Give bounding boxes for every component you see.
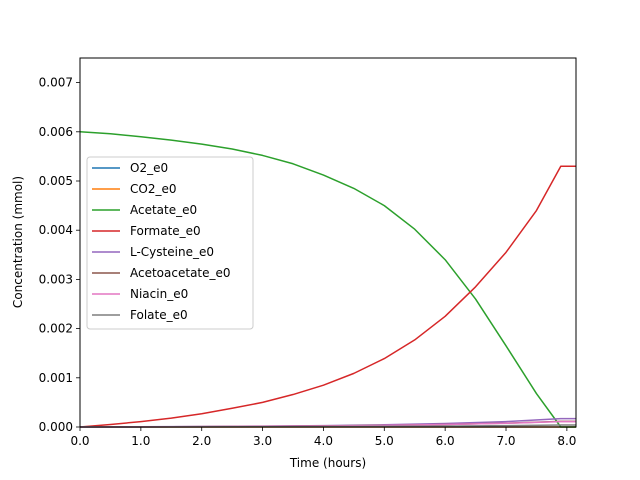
x-axis-label: Time (hours) [289,456,366,470]
y-tick-label: 0.006 [39,125,73,139]
x-tick-label: 1.0 [131,434,150,448]
y-tick-label: 0.002 [39,322,73,336]
y-axis-label: Concentration (mmol) [11,176,25,308]
legend-label: O2_e0 [130,161,168,175]
legend-label: Acetoacetate_e0 [130,266,231,280]
y-tick-label: 0.005 [39,174,73,188]
legend-box [86,156,254,330]
y-tick-label: 0.000 [39,420,73,434]
x-axis: 0.0 1.0 2.0 3.0 4.0 5.0 6.0 7.0 8.0 [70,427,576,448]
x-tick-label: 8.0 [557,434,576,448]
x-tick-label: 6.0 [436,434,455,448]
plot-frame [79,57,577,428]
x-tick-label: 0.0 [70,434,89,448]
legend-label: CO2_e0 [130,182,176,196]
y-tick-label: 0.007 [39,76,73,90]
x-tick-label: 2.0 [192,434,211,448]
y-tick-label: 0.004 [39,223,73,237]
legend: O2_e0 CO2_e0 Acetate_e0 Formate_e0 L-Cystein… [86,156,254,330]
y-tick-label: 0.003 [39,272,73,286]
x-tick-label: 4.0 [314,434,333,448]
series-line-formate-e0 [79,165,576,428]
y-tick-label: 0.001 [39,371,73,385]
legend-label: Niacin_e0 [130,287,188,301]
legend-label: Formate_e0 [130,224,201,238]
x-tick-label: 7.0 [496,434,515,448]
legend-label: L-Cysteine_e0 [130,245,214,259]
series-line-acetate-e0 [79,131,576,428]
y-axis: 0.000 0.001 0.002 0.003 0.004 0.005 0.006 0.007 [39,76,80,434]
x-tick-label: 3.0 [253,434,272,448]
x-tick-label: 5.0 [375,434,394,448]
legend-label: Acetate_e0 [130,203,197,217]
legend-label: Folate_e0 [130,308,188,322]
